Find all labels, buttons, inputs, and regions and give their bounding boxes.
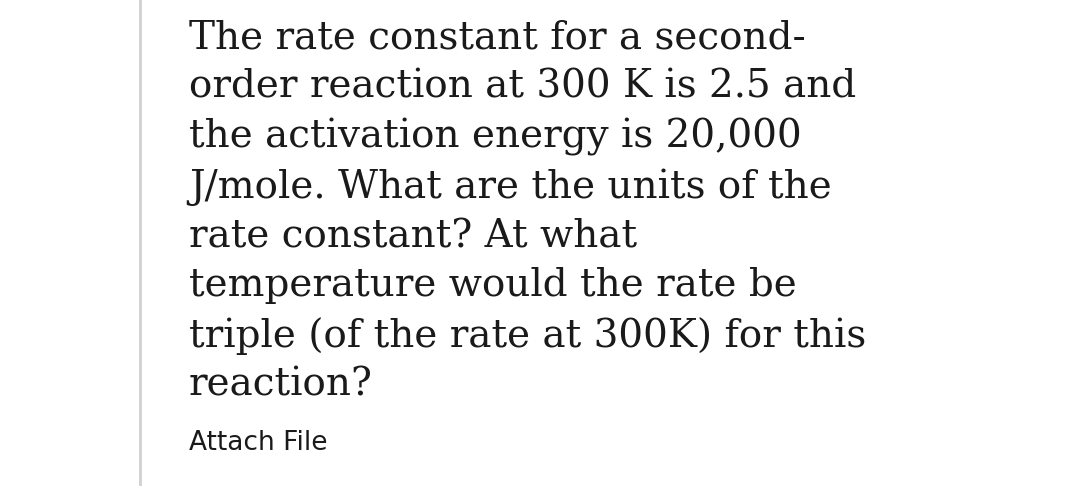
Text: Attach File: Attach File bbox=[189, 430, 327, 456]
Text: The rate constant for a second-
order reaction at 300 K is 2.5 and
the activatio: The rate constant for a second- order re… bbox=[189, 19, 866, 404]
